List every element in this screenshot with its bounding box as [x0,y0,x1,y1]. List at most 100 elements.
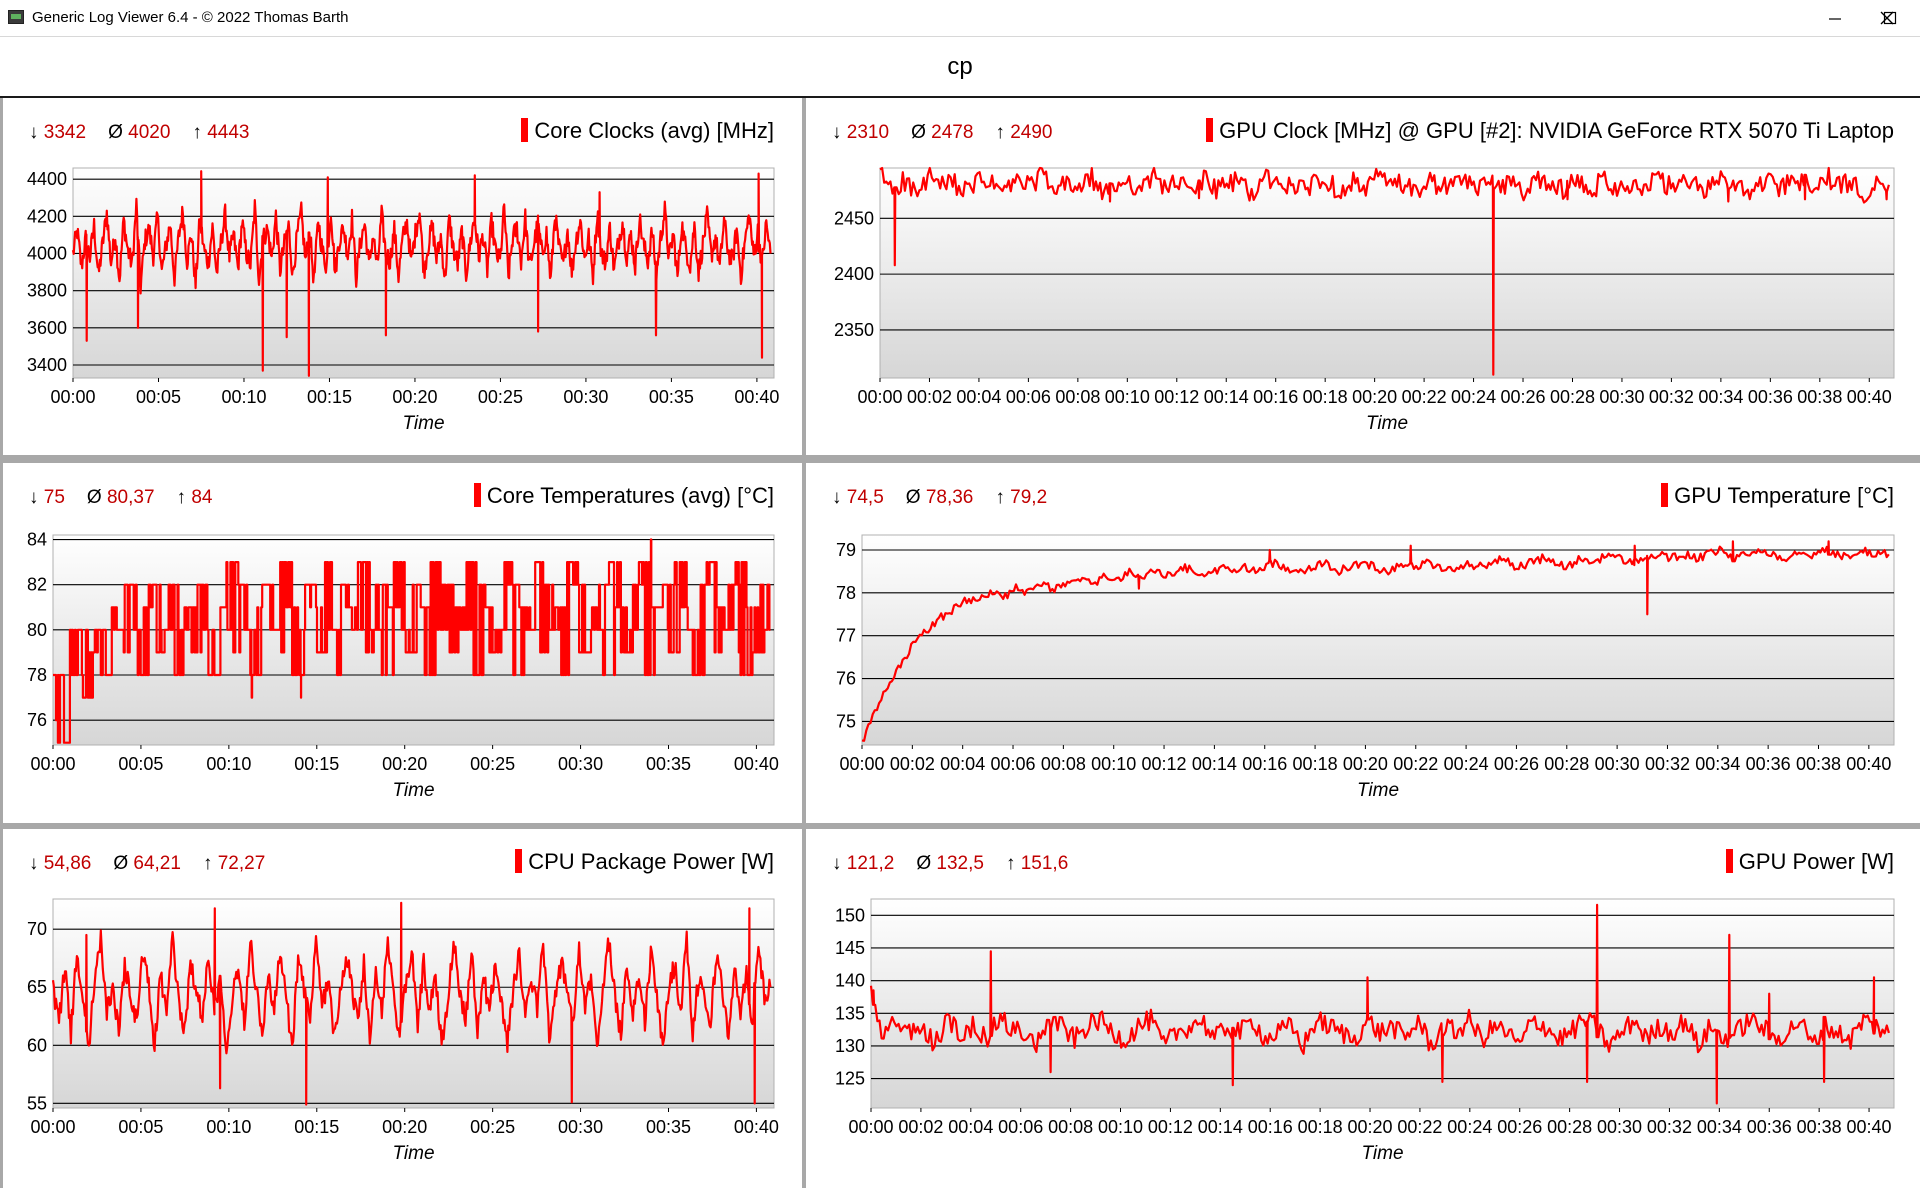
x-tick-label: 00:36 [1747,1117,1792,1137]
x-tick-label: 00:34 [1698,387,1743,407]
min-arrow-icon: ↓ [832,487,847,508]
close-button[interactable] [1862,0,1912,36]
x-tick-label: 00:08 [1048,1117,1093,1137]
min-arrow-icon: ↓ [832,122,847,143]
chart-stats: ↓ 74,5 Ø 78,36 ↑ 79,2 [832,487,1047,509]
chart-title: GPU Clock [MHz] @ GPU [#2]: NVIDIA GeFor… [1206,118,1894,144]
stat-max: 151,6 [1020,853,1069,874]
stat-min: 121,2 [846,853,895,874]
x-tick-label: 00:30 [563,387,608,407]
x-tick-label: 00:10 [206,1117,251,1137]
y-tick-label: 82 [27,575,47,595]
y-tick-label: 2350 [834,320,874,340]
chart-panel-core-temps: ↓ 75 Ø 80,37 ↑ 84 Core Temperatures (avg) [… [3,463,802,823]
series-color-marker [1725,849,1733,873]
chart-panel-core-clocks: ↓ 3342 Ø 4020 ↑ 4443 Core Clocks (avg) [MHz… [3,98,802,455]
x-tick-label: 00:40 [1846,754,1891,774]
plot-area [861,534,1895,746]
x-tick-label: 00:10 [1091,754,1136,774]
x-tick-label: 00:16 [1253,387,1298,407]
chart-title-text: GPU Temperature [°C] [1674,483,1894,508]
x-tick-label: 00:06 [991,754,1036,774]
x-tick-label: 00:30 [1597,1117,1642,1137]
x-tick-label: 00:36 [1746,754,1791,774]
chart-title: Core Clocks (avg) [MHz] [521,118,774,144]
x-tick-label: 00:12 [1154,387,1199,407]
x-tick-label: 00:05 [136,387,181,407]
y-tick-label: 3600 [27,318,67,338]
x-tick-label: 00:06 [1006,387,1051,407]
stat-min: 75 [43,487,65,508]
chart-panel-gpu-clock: ↓ 2310 Ø 2478 ↑ 2490 GPU Clock [MHz] @ GPU … [806,98,1920,455]
chart-svg: 3400 3600 3800 4000 4200 4400 00:00 00:05 00:10 0… [27,167,779,434]
stat-min: 54,86 [43,853,92,874]
chart-title-text: GPU Power [W] [1738,849,1894,874]
x-tick-label: 00:34 [1695,754,1740,774]
y-tick-label: 80 [27,620,47,640]
x-tick-label: 00:40 [1847,1117,1892,1137]
max-arrow-icon: ↑ [1005,853,1021,874]
plot-area [879,167,1895,379]
x-tick-label: 00:24 [1444,754,1489,774]
x-tick-label: 00:25 [470,754,515,774]
min-arrow-icon: ↓ [29,487,44,508]
y-tick-label: 70 [27,919,47,939]
series-line [879,166,1890,376]
y-tick-label: 4000 [27,243,67,263]
chart-title: GPU Power [W] [1725,849,1894,875]
chart-panel-cpu-power: ↓ 54,86 Ø 64,21 ↑ 72,27 CPU Package Power [… [3,829,802,1188]
x-tick-label: 00:38 [1797,1117,1842,1137]
x-axis-label: Time [392,1143,434,1164]
x-tick-label: 00:18 [1303,387,1348,407]
max-arrow-icon: ↑ [995,122,1011,143]
series-line [51,901,772,1106]
x-tick-label: 00:12 [1142,754,1187,774]
x-axis-label: Time [402,413,444,434]
x-tick-label: 00:18 [1298,1117,1343,1137]
minimize-button[interactable] [1810,0,1860,36]
window-titlebar: Generic Log Viewer 6.4 - © 2022 Thomas B… [0,0,1920,37]
min-arrow-icon: ↓ [832,853,847,874]
max-arrow-icon: ↑ [192,122,208,143]
x-axis-label: Time [1361,1143,1403,1164]
y-tick-label: 4200 [27,206,67,226]
stat-max: 84 [191,487,213,508]
y-tick-label: 76 [836,669,856,689]
x-tick-label: 00:16 [1242,754,1287,774]
x-tick-label: 00:20 [392,387,437,407]
x-tick-label: 00:35 [646,754,691,774]
x-tick-label: 00:06 [998,1117,1043,1137]
chart-title-text: CPU Package Power [W] [528,849,774,874]
x-tick-label: 00:08 [1055,387,1100,407]
y-tick-label: 125 [835,1069,865,1089]
series-line [861,540,1890,742]
x-tick-label: 00:22 [1402,387,1447,407]
x-tick-label: 00:36 [1748,387,1793,407]
x-tick-label: 00:16 [1248,1117,1293,1137]
x-tick-label: 00:00 [848,1117,893,1137]
y-tick-label: 79 [836,540,856,560]
x-tick-label: 00:40 [734,1117,779,1137]
y-tick-label: 55 [27,1093,47,1113]
x-tick-label: 00:20 [382,754,427,774]
x-tick-label: 00:38 [1797,387,1842,407]
avg-symbol-icon: Ø [905,487,926,508]
chart-svg: 55 60 65 70 00:00 00:05 00:10 00:15 00:20 00:25 00… [27,898,779,1164]
max-arrow-icon: ↑ [202,853,218,874]
x-tick-label: 00:26 [1497,1117,1542,1137]
maximize-button[interactable] [1865,0,1915,36]
x-tick-label: 00:10 [1098,1117,1143,1137]
x-tick-label: 00:10 [221,387,266,407]
stat-avg: 2478 [931,122,974,143]
x-tick-label: 00:14 [1204,387,1249,407]
y-tick-label: 78 [836,583,856,603]
series-line [869,903,1890,1105]
chart-stats: ↓ 2310 Ø 2478 ↑ 2490 [832,122,1052,144]
stat-max: 2490 [1010,122,1053,143]
chart-title-text: GPU Clock [MHz] @ GPU [#2]: NVIDIA GeFor… [1219,118,1894,143]
x-tick-label: 00:15 [307,387,352,407]
window-title: Generic Log Viewer 6.4 - © 2022 Thomas B… [32,9,349,26]
x-tick-label: 00:02 [907,387,952,407]
chart-panel-gpu-power: ↓ 121,2 Ø 132,5 ↑ 151,6 GPU Power [W] 125 130… [806,829,1920,1188]
